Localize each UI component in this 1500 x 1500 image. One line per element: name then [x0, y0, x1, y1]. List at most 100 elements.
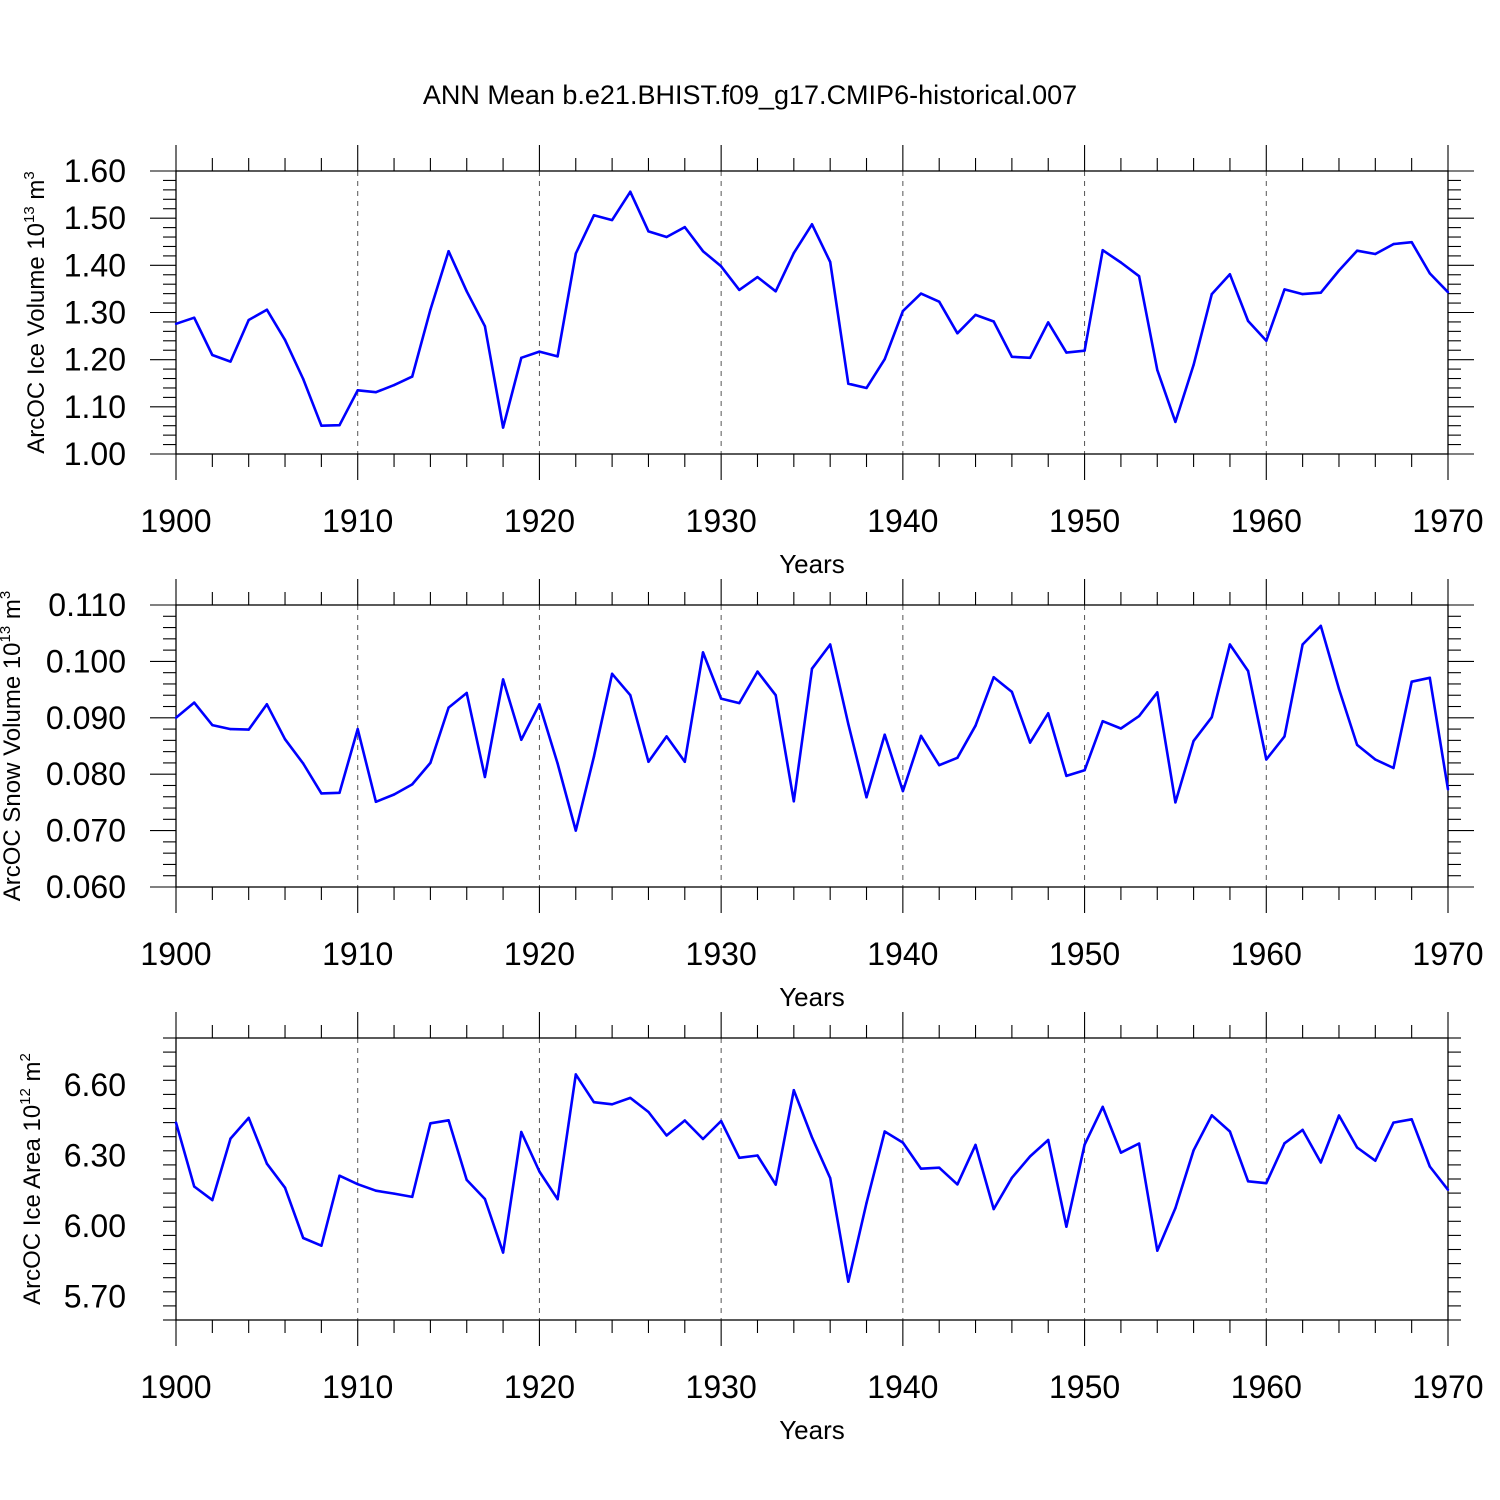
data-point: [1210, 1114, 1213, 1117]
data-point: [701, 249, 705, 253]
data-point: [411, 375, 414, 378]
x-tick-label: 1960: [1231, 503, 1302, 539]
data-point: [538, 1170, 541, 1173]
data-point: [701, 1137, 705, 1141]
data-point: [520, 1130, 523, 1134]
data-point: [465, 290, 468, 293]
data-point: [1047, 321, 1050, 324]
data-point: [374, 1189, 378, 1192]
data-point: [1010, 1176, 1014, 1180]
data-point: [1428, 676, 1432, 679]
data-point: [1065, 1225, 1068, 1228]
x-tick-label: 1940: [867, 503, 938, 539]
data-point: [429, 761, 432, 765]
data-point: [1410, 241, 1413, 244]
data-point: [828, 643, 832, 646]
data-point: [974, 724, 977, 727]
x-axis-title: Years: [779, 982, 845, 1012]
data-point: [1319, 624, 1323, 628]
data-point: [1283, 288, 1286, 291]
x-tick-label: 1930: [686, 936, 757, 972]
x-tick-label: 1920: [504, 936, 575, 972]
data-point: [756, 1154, 759, 1157]
data-point: [719, 1119, 723, 1123]
data-point: [465, 1178, 468, 1182]
data-point: [1392, 242, 1395, 246]
data-point: [1446, 1188, 1450, 1192]
data-point: [756, 670, 759, 673]
data-point: [592, 214, 596, 217]
data-point: [1446, 788, 1450, 791]
data-point: [883, 733, 886, 736]
data-point: [302, 1236, 305, 1240]
data-point: [1028, 356, 1032, 359]
data-point: [774, 290, 777, 293]
data-point: [1228, 273, 1232, 276]
data-point: [374, 391, 378, 394]
data-point: [1119, 261, 1123, 264]
data-point: [847, 1280, 850, 1283]
data-point: [1083, 349, 1086, 352]
data-point: [1392, 1121, 1395, 1124]
data-point: [1410, 680, 1413, 683]
data-point: [1283, 735, 1286, 738]
data-point: [556, 355, 559, 358]
x-tick-label: 1910: [322, 503, 393, 539]
data-point: [610, 1103, 614, 1106]
y-axis-title: ArcOC Ice Volume 1013 m3: [21, 171, 50, 453]
y-axis-title-unit-exponent: 3: [0, 591, 14, 599]
y-axis-title-exponent: 12: [17, 1088, 34, 1105]
y-axis-title-unit: m: [0, 599, 26, 626]
data-point: [792, 800, 796, 803]
data-point: [683, 225, 686, 229]
data-point: [1010, 690, 1014, 694]
data-point: [1265, 758, 1268, 761]
y-axis-title-unit-exponent: 3: [21, 171, 38, 179]
data-point: [683, 760, 686, 763]
plot-frame: [175, 1037, 1449, 1321]
data-point: [1192, 739, 1195, 743]
data-point: [483, 775, 487, 779]
data-point: [501, 426, 505, 429]
x-tick-label: 1960: [1231, 936, 1302, 972]
data-point: [1101, 249, 1104, 252]
x-tick-label: 1950: [1049, 936, 1120, 972]
data-point: [865, 1201, 868, 1205]
data-point: [1156, 691, 1159, 694]
data-point: [302, 377, 305, 381]
data-point: [392, 1192, 396, 1195]
data-point: [647, 760, 650, 763]
data-point: [283, 338, 287, 342]
data-point: [1246, 319, 1250, 323]
data-point: [774, 1183, 777, 1186]
y-tick-label: 5.70: [64, 1279, 126, 1315]
data-point: [738, 701, 741, 705]
data-point: [556, 762, 559, 765]
data-point: [828, 260, 832, 264]
x-axis-title: Years: [779, 549, 845, 579]
data-point: [919, 734, 923, 738]
data-point: [1410, 1118, 1413, 1121]
data-point: [265, 308, 269, 311]
x-tick-label: 1950: [1049, 1369, 1120, 1405]
data-point: [1119, 1151, 1123, 1154]
data-point: [738, 288, 741, 292]
x-tick-label: 1910: [322, 936, 393, 972]
data-point: [247, 318, 250, 322]
data-point: [229, 1137, 232, 1140]
y-axis-title: ArcOC Ice Area 1012 m2: [17, 1053, 46, 1305]
data-point: [211, 1198, 214, 1202]
data-point: [429, 1122, 432, 1125]
data-point: [1265, 339, 1268, 342]
data-point: [1137, 714, 1141, 718]
data-point: [265, 1162, 269, 1165]
data-point: [919, 1167, 923, 1170]
data-point: [283, 1186, 287, 1189]
data-point: [1301, 292, 1304, 296]
data-point: [483, 324, 487, 328]
data-point: [956, 756, 959, 760]
data-point: [738, 1156, 741, 1160]
y-tick-label: 1.50: [64, 200, 126, 236]
data-point: [629, 1096, 632, 1100]
data-point: [483, 1197, 487, 1201]
